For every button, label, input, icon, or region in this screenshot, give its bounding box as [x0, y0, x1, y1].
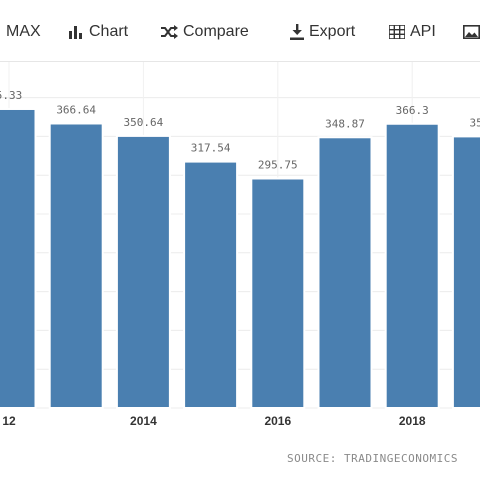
bar-2019[interactable] — [451, 135, 480, 410]
value-labels: 5.33 366.64 350.64 317.54 295.75 348.87 366.3 3… — [0, 89, 480, 172]
image-export-button[interactable] — [463, 18, 480, 46]
bar-chart: 5.33 366.64 350.64 317.54 295.75 348.87 366.3 3… — [0, 62, 480, 480]
value-label-2013: 366.64 — [56, 103, 96, 116]
value-label-2019: 350 — [469, 116, 480, 129]
compare-button[interactable]: Compare — [160, 18, 249, 46]
bar-2018[interactable] — [384, 122, 440, 410]
x-tick-label-2016: 2016 — [264, 414, 291, 428]
bar-2015[interactable] — [183, 160, 239, 409]
bar-2017[interactable] — [317, 136, 373, 409]
chart-button[interactable]: Chart — [68, 18, 128, 46]
export-button-label: Export — [309, 23, 356, 40]
bar-2016[interactable] — [250, 177, 306, 409]
value-label-2017: 348.87 — [325, 117, 365, 130]
x-tick-label-2018: 2018 — [399, 414, 426, 428]
value-label-2015: 317.54 — [191, 142, 231, 155]
bar-2013[interactable] — [48, 122, 104, 409]
value-label-2014: 350.64 — [124, 116, 164, 129]
image-icon — [463, 25, 480, 39]
bar-chart-icon — [69, 26, 82, 39]
source-credit: SOURCE: TRADINGECONOMICS — [287, 452, 458, 465]
chart-canvas: 5.33 366.64 350.64 317.54 295.75 348.87 366.3 3… — [0, 62, 480, 428]
bar-2012[interactable] — [0, 107, 37, 410]
bars — [0, 107, 480, 410]
value-label-2012: 5.33 — [0, 89, 22, 102]
api-button-label: API — [410, 23, 436, 40]
bar-2014[interactable] — [115, 134, 171, 410]
grid-icon — [389, 25, 405, 39]
download-icon — [290, 24, 304, 40]
chart-toolbar: MAX Chart Compare Export — [0, 0, 480, 62]
x-axis-tick-labels: 12 2014 2016 2018 — [2, 414, 426, 428]
max-range-label: MAX — [6, 23, 41, 40]
value-label-2016: 295.75 — [258, 158, 298, 171]
value-label-2018: 366.3 — [396, 104, 429, 117]
chart-button-label: Chart — [89, 23, 129, 40]
shuffle-icon — [161, 25, 178, 39]
x-tick-label-2012: 12 — [2, 414, 16, 428]
max-range-button[interactable]: MAX — [6, 18, 41, 46]
x-tick-label-2014: 2014 — [130, 414, 157, 428]
api-button[interactable]: API — [389, 18, 436, 46]
compare-button-label: Compare — [183, 23, 249, 40]
export-button[interactable]: Export — [290, 18, 355, 46]
